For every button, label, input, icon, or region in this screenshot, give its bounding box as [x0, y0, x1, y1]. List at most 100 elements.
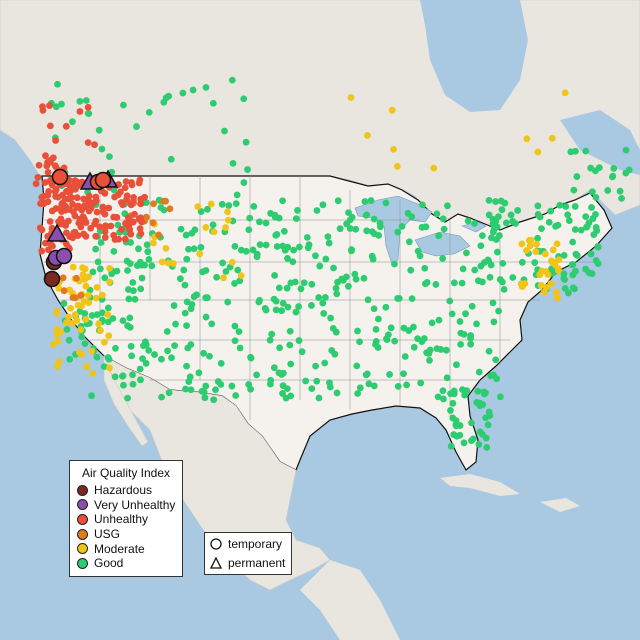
legend-item-good: Good — [70, 556, 182, 571]
sensor-dot-unhealthy — [114, 191, 122, 199]
sensor-dot-good — [187, 386, 195, 394]
sensor-dot-good — [185, 245, 192, 253]
large-markers-layer — [43, 168, 119, 288]
sensor-dot-good — [69, 118, 76, 126]
sensor-dot-moderate — [224, 208, 231, 216]
sensor-dot-good — [395, 294, 403, 302]
sensor-dot-good — [356, 384, 364, 392]
sensor-dot-moderate — [224, 216, 232, 224]
sensor-dot-good — [369, 255, 377, 263]
sensor-dot-good — [204, 205, 211, 213]
sensor-dot-good — [106, 153, 113, 161]
sensor-dot-good — [139, 355, 146, 363]
sensor-dot-good — [145, 108, 153, 116]
sensor-dot-good — [276, 344, 283, 352]
sensor-dot-good — [501, 199, 509, 207]
sensor-dot-good — [419, 201, 426, 209]
sensor-dot-good — [313, 377, 321, 385]
sensor-dot-good — [498, 278, 506, 286]
sensor-dot-good — [287, 360, 295, 368]
sensor-dot-good — [478, 278, 486, 286]
sensor-dot-good — [442, 346, 450, 354]
sensor-dot-moderate — [553, 240, 561, 248]
sensor-dot-good — [571, 203, 579, 210]
sensor-dot-good — [98, 309, 106, 317]
sensor-dot-good — [295, 243, 303, 251]
sensor-dot-moderate — [83, 363, 91, 370]
sensor-dot-good — [280, 227, 288, 235]
sensor-dot-good — [622, 169, 630, 177]
sensor-dot-unhealthy — [46, 122, 54, 130]
sensor-dot-good — [363, 227, 371, 235]
sensor-dot-unhealthy — [105, 204, 113, 212]
sensor-dot-moderate — [554, 267, 562, 274]
sensor-dot-good — [308, 385, 316, 393]
sensor-dot-usg — [142, 213, 150, 221]
sensor-dot-moderate — [104, 311, 112, 318]
sensor-dot-good — [463, 249, 470, 257]
sensor-dot-good — [236, 344, 244, 352]
sensor-dot-unhealthy — [110, 231, 118, 239]
sensor-dot-unhealthy — [38, 193, 46, 201]
unhealthy-swatch — [77, 513, 88, 525]
sensor-dot-moderate — [69, 263, 77, 271]
sensor-dot-moderate — [63, 319, 71, 326]
large-marker-very-unhealthy — [46, 223, 68, 242]
sensor-dot-good — [401, 353, 409, 360]
sensor-dot-good — [439, 255, 447, 262]
sensor-dot-moderate — [85, 299, 93, 307]
sensor-dot-good — [232, 200, 240, 208]
sensor-dot-unhealthy — [39, 103, 46, 111]
sensor-dot-good — [370, 215, 378, 223]
sensor-dot-unhealthy — [137, 214, 145, 222]
sensor-dot-good — [471, 266, 479, 274]
sensor-dot-good — [450, 431, 458, 438]
sensor-dot-moderate — [82, 316, 90, 323]
sensor-dot-good — [133, 123, 140, 130]
gulf-st-lawrence — [560, 110, 640, 175]
sensor-dot-good — [84, 109, 92, 117]
sensor-dot-usg — [59, 274, 67, 282]
sensor-dot-good — [221, 127, 228, 135]
sensor-dot-moderate — [85, 273, 92, 281]
sensor-dot-good — [136, 365, 144, 373]
sensor-dot-unhealthy — [73, 178, 81, 186]
sensor-dot-good — [261, 304, 269, 312]
sensor-dot-good — [518, 258, 526, 266]
sensor-dot-good — [197, 243, 205, 251]
sensor-dot-unhealthy — [131, 210, 138, 218]
sensor-dot-good — [279, 242, 287, 250]
sensor-dot-good — [372, 341, 379, 348]
sensor-dot-good — [119, 372, 126, 380]
sensor-dot-good — [165, 389, 173, 397]
sensor-dot-good — [482, 414, 489, 422]
sensor-dot-unhealthy — [93, 208, 101, 216]
sensor-dot-moderate — [523, 247, 530, 254]
sensor-dot-good — [129, 380, 137, 388]
sensor-dot-good — [228, 382, 236, 390]
sensor-dot-good — [125, 295, 133, 303]
sensor-dot-unhealthy — [66, 189, 73, 197]
sensor-dot-good — [128, 352, 136, 360]
sensor-dot-good — [616, 187, 624, 195]
sensor-dot-moderate — [222, 224, 229, 231]
sensor-dot-good — [187, 305, 195, 313]
sensor-dot-unhealthy — [65, 195, 72, 203]
sensor-dot-good — [247, 353, 254, 361]
sensor-dot-moderate — [162, 244, 170, 252]
sensor-dot-good — [104, 318, 112, 326]
sensor-dot-good — [490, 318, 498, 326]
sensor-dot-moderate — [393, 162, 401, 170]
sensor-dot-moderate — [66, 286, 74, 294]
sensor-dot-good — [484, 421, 492, 429]
sensor-dot-good — [489, 299, 497, 307]
sensor-dot-good — [284, 255, 291, 262]
sensor-dot-good — [81, 340, 89, 348]
sensor-dot-unhealthy — [46, 158, 54, 166]
sensor-dot-good — [245, 381, 253, 388]
sensor-dot-good — [82, 97, 90, 104]
sensor-dot-good — [168, 354, 175, 362]
sensor-dot-moderate — [158, 258, 166, 266]
sensor-dot-moderate — [534, 148, 542, 156]
sensor-dot-unhealthy — [34, 173, 42, 181]
